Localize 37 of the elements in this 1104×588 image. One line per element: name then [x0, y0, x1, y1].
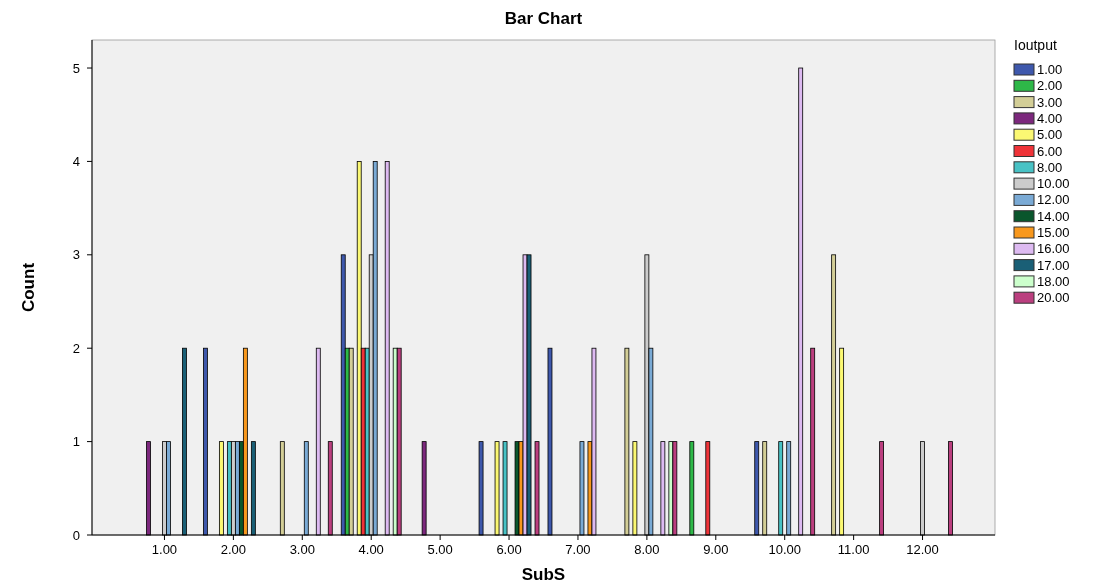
legend-label: 6.00 — [1037, 143, 1063, 159]
legend-label: 16.00 — [1037, 241, 1070, 257]
legend-label: 18.00 — [1037, 273, 1070, 289]
legend-label: 12.00 — [1037, 192, 1070, 208]
x-tick-label: 6.00 — [496, 542, 522, 557]
x-tick-label: 12.00 — [906, 542, 939, 557]
y-tick-label: 0 — [72, 527, 80, 543]
legend-label: 3.00 — [1037, 94, 1063, 110]
x-tick-label: 5.00 — [427, 542, 453, 557]
legend-label: 8.00 — [1037, 159, 1063, 175]
y-tick-label: 4 — [72, 153, 80, 169]
legend-label: 20.00 — [1037, 290, 1070, 306]
y-tick-label: 5 — [72, 60, 80, 76]
x-tick-label: 1.00 — [151, 542, 178, 557]
x-tick-label: 4.00 — [358, 542, 384, 557]
x-tick-label: 10.00 — [768, 542, 801, 557]
x-tick-label: 11.00 — [837, 542, 870, 557]
legend-title: Ioutput — [1014, 37, 1057, 53]
x-tick-label: 8.00 — [634, 542, 660, 557]
legend-label: 4.00 — [1037, 110, 1063, 126]
y-axis-title: Count — [19, 262, 38, 313]
legend-label: 17.00 — [1037, 257, 1070, 273]
x-tick-label: 7.00 — [565, 542, 591, 557]
y-tick-label: 2 — [72, 340, 80, 356]
legend-label: 14.00 — [1037, 208, 1070, 224]
y-tick-label: 1 — [72, 434, 80, 450]
legend-label: 1.00 — [1037, 62, 1063, 77]
legend-label: 10.00 — [1037, 176, 1070, 192]
legend-label: 15.00 — [1037, 225, 1070, 240]
x-tick-label: 9.00 — [703, 542, 729, 557]
legend-label: 2.00 — [1037, 78, 1063, 94]
x-tick-label: 3.00 — [289, 542, 315, 557]
y-tick-label: 3 — [72, 247, 80, 263]
legend-label: 5.00 — [1037, 127, 1063, 143]
chart-title: Bar Chart — [504, 9, 583, 28]
x-tick-label: 2.00 — [220, 542, 247, 557]
x-axis-title: SubS — [521, 565, 566, 584]
